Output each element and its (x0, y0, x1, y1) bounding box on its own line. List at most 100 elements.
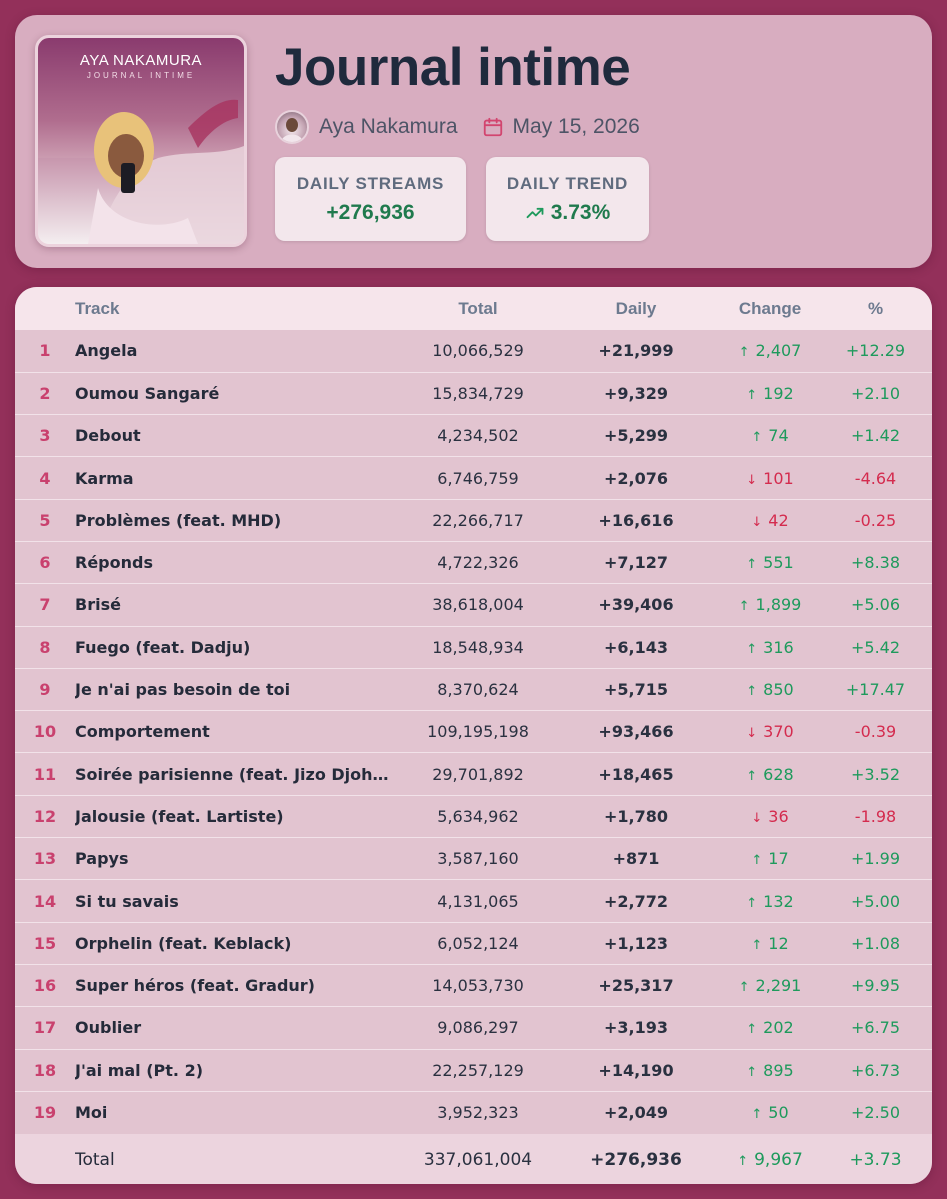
track-name-cell[interactable]: J'ai mal (Pt. 2) (75, 1060, 204, 1080)
change-cell: ↑ 895 (721, 1049, 819, 1091)
header-daily[interactable]: Daily (615, 298, 657, 318)
change-cell: ↑ 12 (721, 922, 819, 964)
daily-streams-cell: +93,466 (598, 722, 674, 742)
change-value: 370 (763, 722, 794, 742)
daily-streams-cell: +14,190 (598, 1060, 674, 1080)
change-value: 12 (768, 933, 789, 953)
table-row[interactable]: 16 Super héros (feat. Gradur) 14,053,730 +2… (15, 964, 932, 1007)
table-row[interactable]: 19 Moi 3,952,323 +2,049 ↑ 50 +2.50 (15, 1091, 932, 1133)
arrow-up-icon: ↑ (746, 557, 758, 573)
album-title: Journal intime (275, 38, 631, 97)
daily-streams-cell: +2,076 (603, 468, 668, 488)
table-row[interactable]: 14 Si tu savais 4,131,065 +2,772 ↑ 132 +5.00 (15, 880, 932, 923)
table-row[interactable]: 8 Fuego (feat. Dadju) 18,548,934 +6,143 ↑ 316… (15, 626, 932, 669)
daily-streams-cell: +21,999 (598, 341, 674, 361)
table-row[interactable]: 18 J'ai mal (Pt. 2) 22,257,129 +14,190 ↑ 895 +… (15, 1049, 932, 1092)
header-total[interactable]: Total (458, 298, 498, 318)
daily-streams-label: DAILY STREAMS (296, 174, 445, 193)
rank-cell: 1 (39, 341, 51, 361)
track-name-cell[interactable]: Papys (75, 849, 129, 869)
track-name-cell[interactable]: Moi (75, 1103, 108, 1123)
rank-cell: 19 (33, 1103, 57, 1123)
artist-row: Aya Nakamura May 15, 2026 (275, 110, 640, 144)
table-row[interactable]: 10 Comportement 109,195,198 +93,466 ↓ 370 -0.3… (15, 711, 932, 753)
rank-cell: 4 (39, 468, 51, 488)
artist-name-link[interactable]: Aya Nakamura (319, 115, 458, 138)
cover-artist-text: AYA NAKAMURA (79, 52, 203, 69)
track-name-cell[interactable]: Angela (75, 341, 138, 361)
track-name-cell[interactable]: Jalousie (feat. Lartiste) (75, 806, 284, 826)
daily-streams-value-row: +276,936 (275, 201, 466, 225)
track-name-cell[interactable]: Oumou Sangaré (75, 383, 220, 403)
track-name-cell[interactable]: Je n'ai pas besoin de toi (75, 680, 291, 700)
total-streams-cell: 4,234,502 (437, 426, 519, 446)
arrow-up-icon: ↑ (746, 684, 758, 700)
arrow-up-icon: ↑ (737, 1153, 749, 1169)
header-track[interactable]: Track (75, 298, 120, 318)
table-row[interactable]: 5 Problèmes (feat. MHD) 22,266,717 +16,616 ↓… (15, 499, 932, 542)
track-name-cell[interactable]: Oublier (75, 1018, 142, 1038)
total-label: Total (75, 1149, 115, 1170)
release-date: May 15, 2026 (512, 115, 640, 138)
album-cover-image[interactable]: AYA NAKAMURA JOURNAL INTIME (35, 35, 247, 247)
trending-up-icon (526, 207, 544, 219)
change-value: 202 (763, 1018, 794, 1038)
rank-cell: 8 (39, 637, 51, 657)
arrow-up-icon: ↑ (738, 599, 750, 615)
total-streams-cell: 10,066,529 (432, 341, 524, 361)
track-name-cell[interactable]: Debout (75, 426, 141, 446)
track-name-cell[interactable]: Super héros (feat. Gradur) (75, 976, 315, 996)
percent-cell: +5.00 (850, 891, 901, 911)
percent-cell: +8.38 (850, 553, 901, 573)
arrow-up-icon: ↑ (738, 345, 750, 361)
table-row[interactable]: 7 Brisé 38,618,004 +39,406 ↑ 1,899 +5.06 (15, 584, 932, 627)
total-streams-cell: 18,548,934 (432, 637, 524, 657)
table-row[interactable]: 11 Soirée parisienne (feat. Jizo Djoh… 29,… (15, 753, 932, 796)
header-percent[interactable]: % (867, 298, 884, 318)
cover-subtitle-text: JOURNAL INTIME (86, 71, 196, 80)
table-row[interactable]: 4 Karma 6,746,759 +2,076 ↓ 101 -4.64 (15, 457, 932, 500)
table-row[interactable]: 6 Réponds 4,722,326 +7,127 ↑ 551 +8.38 (15, 541, 932, 584)
table-row[interactable]: 3 Debout 4,234,502 +5,299 ↑ 74 +1.42 (15, 415, 932, 457)
percent-cell: -0.25 (854, 510, 897, 530)
percent-cell: +12.29 (845, 341, 906, 361)
total-daily: +276,936 (590, 1149, 682, 1170)
arrow-down-icon: ↓ (746, 472, 758, 488)
track-name-cell[interactable]: Orphelin (feat. Keblack) (75, 933, 292, 953)
arrow-down-icon: ↓ (746, 726, 758, 742)
arrow-up-icon: ↑ (746, 387, 758, 403)
daily-streams-cell: +39,406 (598, 595, 674, 615)
rank-cell: 13 (33, 849, 57, 869)
table-row[interactable]: 9 Je n'ai pas besoin de toi 8,370,624 +5,71… (15, 668, 932, 711)
change-value: 1,899 (755, 595, 802, 615)
track-name-cell[interactable]: Problèmes (feat. MHD) (75, 510, 282, 530)
table-row[interactable]: 2 Oumou Sangaré 15,834,729 +9,329 ↑ 192 +2.10 (15, 372, 932, 415)
track-name-cell[interactable]: Fuego (feat. Dadju) (75, 637, 251, 657)
rank-cell: 17 (33, 1018, 57, 1038)
percent-cell: +9.95 (850, 976, 901, 996)
rank-cell: 7 (39, 595, 51, 615)
table-row[interactable]: 12 Jalousie (feat. Lartiste) 5,634,962 +1,7… (15, 795, 932, 838)
rank-cell: 14 (33, 891, 57, 911)
track-name-cell[interactable]: Réponds (75, 553, 153, 573)
total-streams-cell: 6,052,124 (437, 933, 519, 953)
track-name-cell[interactable]: Comportement (75, 722, 210, 742)
track-name-cell[interactable]: Si tu savais (75, 891, 179, 911)
track-name-cell[interactable]: Soirée parisienne (feat. Jizo Djoh… (75, 764, 389, 784)
table-row[interactable]: 1 Angela 10,066,529 +21,999 ↑ 2,407 +12.29 (15, 330, 932, 373)
change-value: 74 (768, 426, 789, 446)
table-row[interactable]: 15 Orphelin (feat. Keblack) 6,052,124 +1,12… (15, 922, 932, 965)
header-change[interactable]: Change (738, 298, 802, 318)
total-streams-cell: 29,701,892 (432, 764, 524, 784)
artist-avatar[interactable] (275, 110, 309, 144)
change-value: 132 (763, 891, 794, 911)
track-name-cell[interactable]: Karma (75, 468, 134, 488)
table-row[interactable]: 17 Oublier 9,086,297 +3,193 ↑ 202 +6.75 (15, 1007, 932, 1050)
table-row[interactable]: 13 Papys 3,587,160 +871 ↑ 17 +1.99 (15, 838, 932, 880)
daily-trend-value-row: 3.73% (486, 201, 649, 225)
tracks-table-card: Track Total Daily Change % 1 Angela 10,066… (15, 287, 932, 1184)
track-name-cell[interactable]: Brisé (75, 595, 121, 615)
total-streams-cell: 5,634,962 (437, 806, 519, 826)
change-value: 551 (763, 553, 794, 573)
daily-streams-cell: +25,317 (598, 976, 674, 996)
